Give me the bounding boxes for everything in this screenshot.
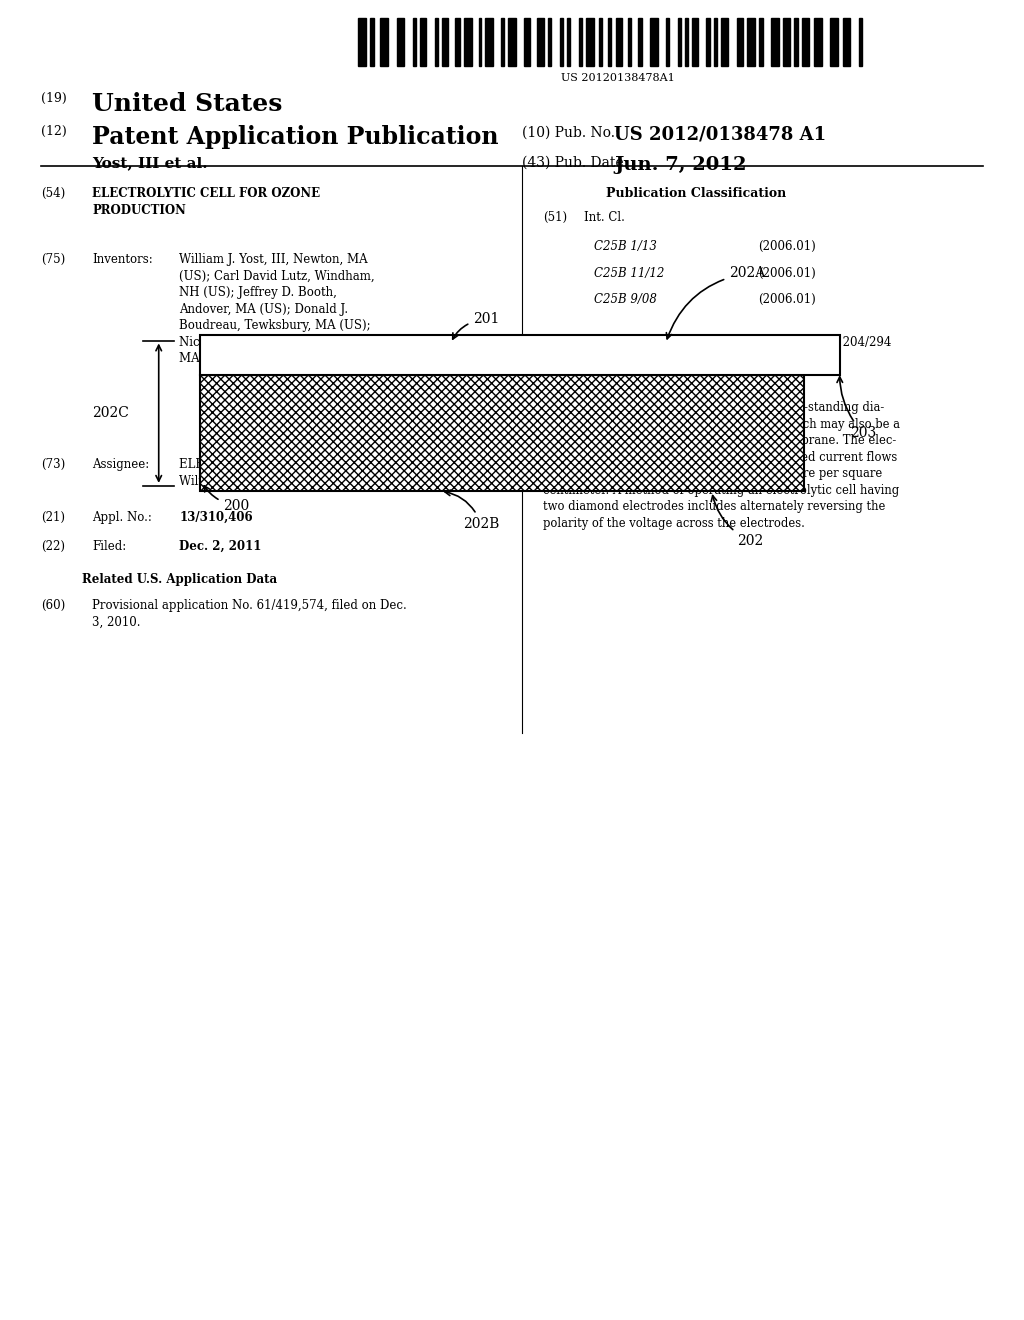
Text: ELECTROLYTIC OZONE INC.,
Wilmington, MA (US): ELECTROLYTIC OZONE INC., Wilmington, MA …	[179, 458, 361, 487]
Bar	[678, 18, 681, 66]
Bar	[464, 18, 472, 66]
Text: US 20120138478A1: US 20120138478A1	[560, 73, 675, 83]
Bar	[200, 335, 840, 375]
Bar	[455, 18, 461, 66]
Bar	[413, 18, 416, 66]
Text: Assignee:: Assignee:	[92, 458, 150, 471]
Bar	[485, 18, 493, 66]
Text: (2006.01): (2006.01)	[758, 293, 815, 306]
Text: An electrolytic cell includes at least one free-standing dia-
mond electrode and: An electrolytic cell includes at least o…	[543, 401, 900, 529]
Bar	[685, 18, 688, 66]
Text: Yost, III et al.: Yost, III et al.	[92, 156, 208, 170]
Bar	[714, 18, 717, 66]
Bar	[782, 18, 791, 66]
Bar	[548, 18, 551, 66]
Bar	[859, 18, 862, 66]
Text: US 2012/0138478 A1: US 2012/0138478 A1	[614, 125, 826, 144]
Bar	[802, 18, 809, 66]
Bar	[814, 18, 822, 66]
Bar	[524, 18, 530, 66]
Bar	[370, 18, 374, 66]
Text: (52): (52)	[543, 335, 567, 348]
Text: Dec. 2, 2011: Dec. 2, 2011	[179, 540, 261, 553]
Text: (19): (19)	[41, 92, 67, 106]
Text: (73): (73)	[41, 458, 66, 471]
Text: 202: 202	[712, 495, 764, 548]
Bar	[628, 18, 631, 66]
Text: (2006.01): (2006.01)	[758, 240, 815, 253]
Bar	[579, 18, 583, 66]
Bar	[608, 18, 611, 66]
Bar	[843, 18, 850, 66]
Bar	[200, 375, 804, 491]
Bar	[380, 18, 388, 66]
Bar	[502, 18, 504, 66]
Bar	[567, 18, 570, 66]
Bar	[435, 18, 437, 66]
Text: C25B 9/08: C25B 9/08	[594, 293, 656, 306]
Bar	[537, 18, 545, 66]
Bar	[707, 18, 711, 66]
Bar	[830, 18, 838, 66]
Text: Appl. No.:: Appl. No.:	[92, 511, 152, 524]
Bar	[748, 18, 755, 66]
Text: Patent Application Publication: Patent Application Publication	[92, 125, 499, 149]
Text: 202B: 202B	[444, 490, 500, 531]
Text: William J. Yost, III, Newton, MA
(US); Carl David Lutz, Windham,
NH (US); Jeffre: William J. Yost, III, Newton, MA (US); C…	[179, 253, 375, 366]
Text: (54): (54)	[41, 187, 66, 201]
Text: Related U.S. Application Data: Related U.S. Application Data	[82, 573, 276, 586]
Text: Publication Classification: Publication Classification	[606, 187, 786, 201]
Text: Filed:: Filed:	[92, 540, 126, 553]
Text: (21): (21)	[41, 511, 65, 524]
Text: (60): (60)	[41, 599, 66, 612]
Text: (10) Pub. No.:: (10) Pub. No.:	[522, 125, 620, 140]
Text: Inventors:: Inventors:	[92, 253, 153, 267]
Bar	[587, 18, 594, 66]
Bar	[442, 18, 449, 66]
Text: (12): (12)	[41, 125, 67, 139]
Bar	[421, 18, 426, 66]
Text: (43) Pub. Date:: (43) Pub. Date:	[522, 156, 629, 170]
Bar	[599, 18, 601, 66]
Text: Provisional application No. 61/419,574, filed on Dec.
3, 2010.: Provisional application No. 61/419,574, …	[92, 599, 407, 628]
Text: C25B 1/13: C25B 1/13	[594, 240, 656, 253]
Bar	[759, 18, 763, 66]
Text: ABSTRACT: ABSTRACT	[657, 375, 735, 388]
Text: (2006.01): (2006.01)	[758, 267, 815, 280]
Text: C25B 11/12: C25B 11/12	[594, 267, 665, 280]
Text: 200: 200	[204, 486, 250, 512]
Bar	[478, 18, 481, 66]
Bar	[794, 18, 798, 66]
Text: (75): (75)	[41, 253, 66, 267]
Text: 203: 203	[837, 378, 877, 440]
Text: U.S. Cl. .........  205/626; 204/252; 204/263; 204/294: U.S. Cl. ......... 205/626; 204/252; 204…	[584, 335, 891, 348]
Text: (22): (22)	[41, 540, 65, 553]
Bar	[559, 18, 563, 66]
Text: 13/310,406: 13/310,406	[179, 511, 253, 524]
Bar	[737, 18, 742, 66]
Text: (51): (51)	[543, 211, 567, 224]
Text: ELECTROLYTIC CELL FOR OZONE
PRODUCTION: ELECTROLYTIC CELL FOR OZONE PRODUCTION	[92, 187, 321, 218]
Bar	[615, 18, 622, 66]
Bar	[358, 18, 366, 66]
Bar	[396, 18, 404, 66]
Bar	[508, 18, 516, 66]
Bar	[692, 18, 697, 66]
Text: United States: United States	[92, 92, 283, 116]
Bar	[771, 18, 779, 66]
Text: 201: 201	[453, 313, 500, 339]
Bar	[650, 18, 657, 66]
Bar	[667, 18, 670, 66]
Bar	[638, 18, 642, 66]
Text: Int. Cl.: Int. Cl.	[584, 211, 625, 224]
Bar	[721, 18, 728, 66]
Text: 202A: 202A	[667, 267, 765, 339]
Text: Jun. 7, 2012: Jun. 7, 2012	[614, 156, 746, 174]
Text: 202C: 202C	[92, 407, 129, 420]
